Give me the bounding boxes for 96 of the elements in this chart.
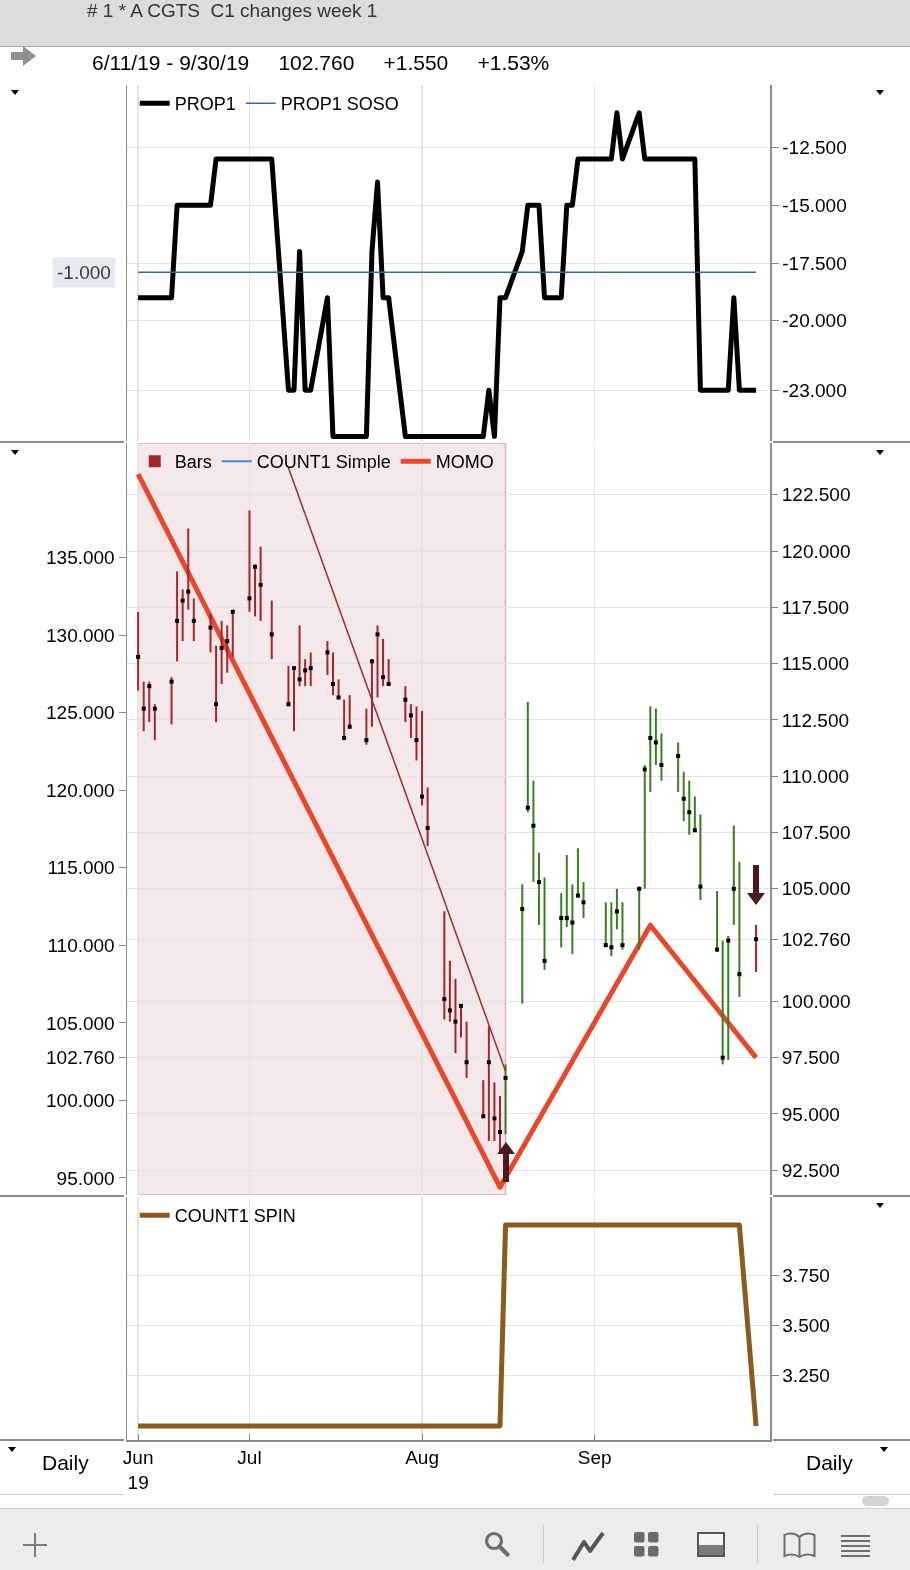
y2-tick-label: 125.000 bbox=[46, 702, 115, 724]
y2-tick-label: 102.760 bbox=[46, 1047, 115, 1069]
bar bbox=[738, 861, 741, 997]
y2-tick-label: 110.000 bbox=[47, 935, 115, 957]
chart-subtitle: 6/11/19 - 9/30/19 102.760 +1.550 +1.53% bbox=[92, 50, 550, 76]
x-tick-label: Jul bbox=[237, 1447, 262, 1469]
bar bbox=[220, 620, 223, 684]
bar bbox=[682, 771, 685, 822]
bar bbox=[448, 960, 451, 1022]
text: Daily bbox=[806, 1450, 853, 1476]
bar bbox=[415, 706, 418, 761]
y2-tick-label: 130.000 bbox=[46, 624, 115, 646]
bar bbox=[465, 1021, 468, 1078]
y-tick-label: -12.500 bbox=[782, 137, 847, 159]
bar bbox=[248, 510, 251, 612]
bar bbox=[649, 706, 652, 792]
y-tick-label: 120.000 bbox=[781, 540, 851, 562]
y-tick-label: 95.000 bbox=[781, 1103, 840, 1125]
y-tick-label: 100.000 bbox=[781, 991, 851, 1013]
legend-label: Bars bbox=[174, 452, 212, 473]
y-tick-label: -15.000 bbox=[782, 194, 847, 216]
bar bbox=[727, 936, 730, 1060]
annotation: -1.000 bbox=[57, 262, 111, 283]
bar bbox=[677, 742, 680, 792]
bar bbox=[610, 902, 613, 957]
bar bbox=[187, 528, 190, 610]
y-tick-label: -17.500 bbox=[782, 252, 847, 274]
bar bbox=[382, 638, 385, 687]
bar bbox=[142, 681, 145, 732]
bar bbox=[293, 668, 296, 732]
y-tick-label: -20.000 bbox=[782, 310, 847, 332]
y2-tick-label: 95.000 bbox=[56, 1167, 115, 1189]
bar bbox=[460, 1005, 463, 1038]
chart-title: # 1 * A CGTS C1 changes week 1 bbox=[87, 0, 378, 22]
bar bbox=[660, 733, 663, 781]
y-tick-label: 110.000 bbox=[781, 765, 850, 787]
bar bbox=[298, 625, 301, 687]
bar bbox=[137, 611, 140, 691]
bar bbox=[226, 625, 229, 673]
bar bbox=[215, 645, 218, 723]
bar bbox=[571, 884, 574, 955]
y-tick-label: 115.000 bbox=[781, 653, 850, 675]
legend-label: COUNT1 SPIN bbox=[174, 1206, 296, 1227]
y2-tick-label: 120.000 bbox=[46, 779, 115, 801]
bar bbox=[270, 600, 273, 660]
y-tick-label: 102.760 bbox=[781, 928, 851, 950]
x-tick-label: Sep bbox=[577, 1447, 612, 1469]
y-tick-label: 92.500 bbox=[781, 1159, 840, 1181]
x-tick-label: Aug bbox=[405, 1447, 439, 1469]
bar bbox=[560, 893, 563, 948]
bar bbox=[331, 652, 334, 696]
y-tick-label: -23.000 bbox=[782, 379, 847, 401]
bar bbox=[426, 787, 429, 847]
y-tick-label: 3.750 bbox=[782, 1264, 830, 1286]
bar bbox=[493, 1082, 496, 1141]
bar bbox=[688, 780, 691, 835]
bar bbox=[693, 796, 696, 831]
y-tick-label: 107.500 bbox=[781, 822, 851, 844]
legend-label: MOMO bbox=[435, 452, 494, 473]
y2-tick-label: 115.000 bbox=[47, 857, 115, 879]
bar bbox=[504, 1064, 507, 1135]
bar bbox=[421, 710, 424, 806]
bar bbox=[699, 814, 702, 901]
bar bbox=[721, 940, 724, 1065]
legend-label: PROP1 bbox=[174, 94, 236, 115]
y-tick-label: 105.000 bbox=[781, 878, 851, 900]
bar bbox=[376, 625, 379, 698]
bar bbox=[454, 978, 457, 1054]
bar bbox=[621, 902, 624, 950]
bar bbox=[532, 780, 535, 883]
bar bbox=[443, 911, 446, 1020]
x-tick-label: Jun 19 bbox=[122, 1447, 154, 1493]
bar bbox=[537, 852, 540, 925]
y-tick-label: 3.250 bbox=[782, 1365, 830, 1387]
y-tick-label: 97.500 bbox=[781, 1047, 840, 1069]
bar bbox=[176, 571, 179, 662]
bar bbox=[526, 701, 529, 813]
text: Daily bbox=[42, 1450, 89, 1476]
bar bbox=[181, 589, 184, 642]
bar bbox=[543, 877, 546, 970]
bar bbox=[654, 708, 657, 765]
y-tick-label: 117.500 bbox=[781, 597, 850, 619]
bar bbox=[732, 825, 735, 925]
y-tick-label: 112.500 bbox=[781, 709, 850, 731]
bar bbox=[170, 677, 173, 725]
y2-tick-label: 105.000 bbox=[46, 1012, 115, 1034]
y2-tick-label: 100.000 bbox=[46, 1090, 115, 1112]
y-tick-label: 122.500 bbox=[781, 484, 851, 506]
legend-label: PROP1 SOSO bbox=[280, 94, 399, 115]
legend-label: COUNT1 Simple bbox=[256, 452, 391, 473]
y2-tick-label: 135.000 bbox=[46, 547, 115, 569]
bar bbox=[259, 546, 262, 621]
y-tick-label: 3.500 bbox=[782, 1315, 830, 1337]
bar bbox=[565, 855, 568, 928]
bar bbox=[643, 764, 646, 889]
bar bbox=[521, 884, 524, 1004]
